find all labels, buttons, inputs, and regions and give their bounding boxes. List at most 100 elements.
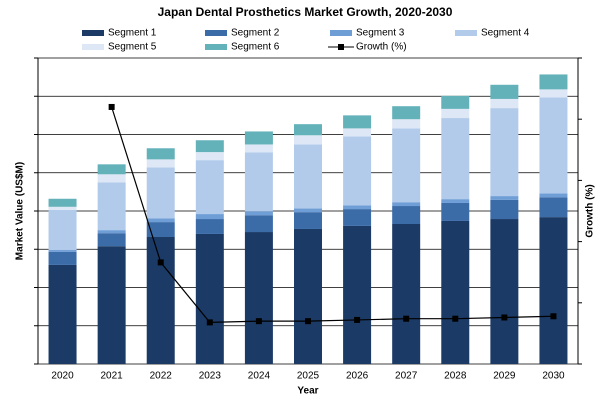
- x-tick-label: 2023: [199, 371, 222, 382]
- bar-segment: [48, 264, 77, 364]
- bar-segment: [48, 206, 77, 210]
- bar-segment: [490, 219, 519, 364]
- y-axis-label: Market Value (US$M): [15, 162, 26, 260]
- growth-marker: [550, 313, 557, 320]
- bar-segment: [490, 84, 519, 99]
- bar-segment: [294, 228, 322, 364]
- bar-segment: [392, 128, 421, 203]
- x-tick-label: 2028: [444, 371, 467, 382]
- bar-segment: [294, 135, 322, 145]
- legend-marker: [338, 44, 344, 50]
- legend-swatch: [82, 30, 104, 36]
- growth-marker: [354, 316, 361, 323]
- x-tick-label: 2030: [542, 371, 565, 382]
- x-tick-label: 2021: [101, 371, 124, 382]
- bar-segment: [146, 148, 175, 160]
- growth-marker: [255, 318, 262, 325]
- legend-swatch: [455, 30, 477, 36]
- legend-swatch: [330, 30, 352, 36]
- bar-segment: [343, 209, 372, 226]
- bar-segment: [294, 208, 322, 213]
- bar-segment: [244, 215, 273, 233]
- bar-segment: [392, 224, 421, 364]
- growth-marker: [403, 315, 410, 322]
- bar-segment: [97, 174, 126, 183]
- bar-segment: [97, 182, 126, 231]
- bar-segment: [441, 199, 470, 203]
- bar-segment: [244, 144, 273, 153]
- bar-segment: [244, 152, 273, 212]
- bar-segment: [539, 217, 568, 364]
- legend-label: Segment 2: [231, 28, 280, 39]
- legend-label: Segment 3: [356, 28, 405, 39]
- growth-marker: [501, 314, 508, 321]
- bar-segment: [97, 233, 126, 247]
- x-tick-label: 2024: [248, 371, 271, 382]
- bar-segment: [294, 124, 322, 136]
- x-tick-label: 2027: [395, 371, 418, 382]
- bar-segment: [48, 251, 77, 265]
- bar-segment: [97, 230, 126, 234]
- x-tick-label: 2020: [51, 371, 74, 382]
- bar-segment: [392, 106, 421, 120]
- legend-swatch: [82, 44, 104, 50]
- growth-marker: [206, 319, 213, 326]
- x-tick-label: 2026: [346, 371, 369, 382]
- bar-segment: [343, 128, 372, 137]
- bar-segment: [244, 232, 273, 364]
- bar-segment: [539, 97, 568, 194]
- bar-segment: [195, 152, 224, 161]
- bar-segment: [244, 131, 273, 145]
- legend-swatch: [205, 44, 227, 50]
- bar-segment: [195, 219, 224, 234]
- legend-swatch: [205, 30, 227, 36]
- growth-marker: [452, 315, 459, 322]
- legend-label: Segment 4: [481, 28, 530, 39]
- bar-segment: [48, 198, 77, 207]
- bar-segment: [195, 233, 224, 364]
- bar-segment: [146, 159, 175, 168]
- bar-segment: [441, 202, 470, 221]
- bar-segment: [392, 119, 421, 129]
- legend-label: Segment 6: [231, 42, 280, 53]
- bar-segment: [294, 212, 322, 229]
- growth-line: [111, 106, 554, 323]
- bar-segment: [392, 206, 421, 225]
- bar-segment: [539, 193, 568, 198]
- legend-label: Segment 1: [108, 28, 157, 39]
- bar-segment: [490, 196, 519, 200]
- legend-label: Segment 5: [108, 42, 157, 53]
- bar-segment: [97, 164, 126, 175]
- bar-segment: [343, 225, 372, 364]
- legend-label: Growth (%): [356, 42, 407, 53]
- bar-segment: [294, 144, 322, 209]
- x-tick-label: 2022: [150, 371, 173, 382]
- bar-segment: [441, 118, 470, 200]
- bar-segment: [244, 211, 273, 216]
- growth-marker: [108, 103, 115, 110]
- bar-segment: [343, 205, 372, 210]
- bar-segment: [195, 140, 224, 153]
- growth-marker: [157, 259, 164, 266]
- bar-segment: [539, 74, 568, 90]
- bar-segment: [48, 209, 77, 251]
- bar-segment: [490, 199, 519, 220]
- bar-segment: [195, 214, 224, 220]
- bar-segment: [146, 218, 175, 223]
- bar-segment: [441, 95, 470, 109]
- y2-axis-label: Growth (%): [585, 184, 596, 237]
- bar-segment: [146, 222, 175, 238]
- bar-segment: [490, 108, 519, 197]
- bar-segment: [146, 237, 175, 364]
- x-tick-label: 2029: [493, 371, 516, 382]
- x-axis-label: Year: [297, 386, 318, 397]
- bar-segment: [195, 160, 224, 215]
- bar-segment: [146, 167, 175, 219]
- bar-segment: [441, 220, 470, 364]
- bar-segment: [490, 98, 519, 109]
- bar-segment: [343, 115, 372, 129]
- bar-segment: [441, 108, 470, 119]
- bar-segment: [343, 136, 372, 206]
- bar-segment: [97, 246, 126, 364]
